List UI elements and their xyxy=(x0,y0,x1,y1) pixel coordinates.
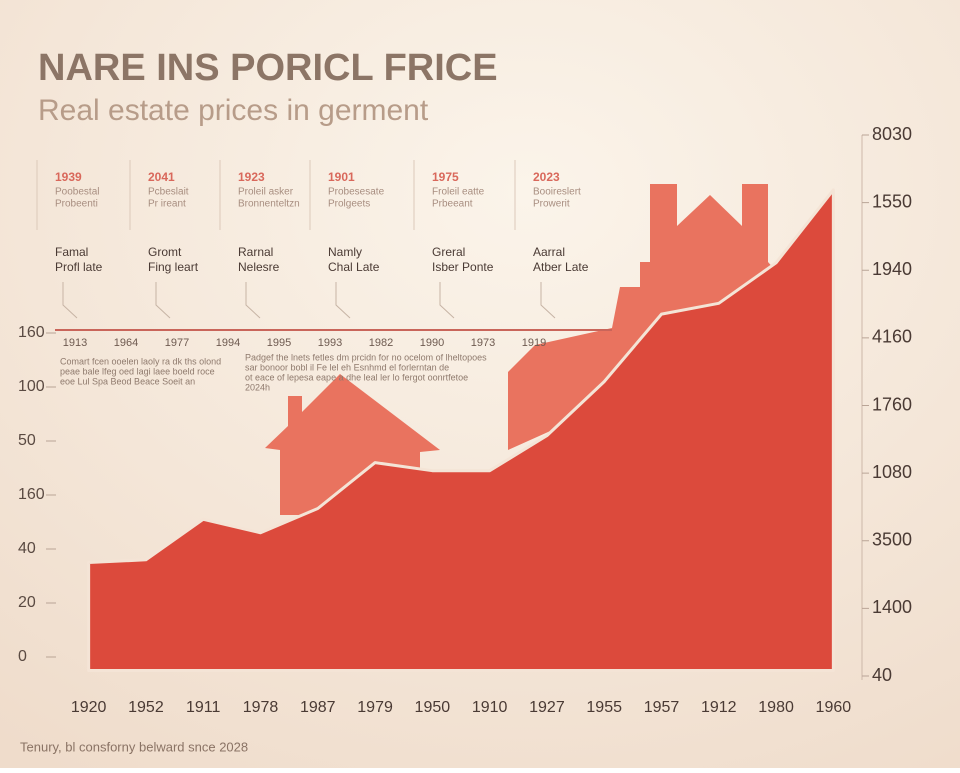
event-label: Greral xyxy=(432,245,465,259)
event-label: Chal Late xyxy=(328,260,380,274)
x-tick-label: 1952 xyxy=(128,699,164,716)
event-note: Pcbeslait xyxy=(148,187,189,198)
event-connector xyxy=(540,282,556,319)
event-note: Prbeeant xyxy=(432,199,473,210)
y2-tick-label: 1550 xyxy=(872,191,912,211)
timeline-tick-label: 1913 xyxy=(63,337,87,349)
note-text: 2024h xyxy=(245,382,270,392)
event-note: Pr ireant xyxy=(148,199,186,210)
y2-tick-label: 3500 xyxy=(872,530,912,550)
chart-title: NARE INS PORICL FRICE xyxy=(38,47,498,89)
event-year: 2023 xyxy=(533,170,560,184)
x-tick-label: 1910 xyxy=(472,699,508,716)
timeline-tick-label: 1993 xyxy=(318,337,342,349)
note-text: Comart fcen ooelen laoly ra dk ths olond xyxy=(60,356,221,366)
event-label: Famal xyxy=(55,245,88,259)
y-tick-label: 40 xyxy=(18,540,36,557)
y2-tick-label: 8030 xyxy=(872,124,912,144)
note-text: sar bonoor bobl il Fe lel eh Esnhmd el f… xyxy=(245,362,449,372)
note-text: Padgef the lnets fetles dm prcidn for no… xyxy=(245,352,487,362)
x-tick-label: 1957 xyxy=(644,699,680,716)
y2-tick-label: 1940 xyxy=(872,259,912,279)
event-note: Prowerit xyxy=(533,199,570,210)
y-tick-label: 20 xyxy=(18,594,36,611)
event-connector xyxy=(439,282,455,319)
event-label: Nelesre xyxy=(238,260,280,274)
event-note: Probeenti xyxy=(55,199,98,210)
y-tick-label: 100 xyxy=(18,378,45,395)
event-label: Atber Late xyxy=(533,260,589,274)
event-note: Probesesate xyxy=(328,187,385,198)
event-note: Prolgeets xyxy=(328,199,370,210)
event-label: Namly xyxy=(328,245,362,259)
event-note: Proleil asker xyxy=(238,187,294,198)
event-label: Gromt xyxy=(148,245,182,259)
event-note: Froleil eatte xyxy=(432,187,485,198)
event-label: Isber Ponte xyxy=(432,260,494,274)
y2-tick-label: 1400 xyxy=(872,597,912,617)
note-text: peae bale lfeg oed lagi laee boeld roce xyxy=(60,366,215,376)
chart-subtitle: Real estate prices in germent xyxy=(38,94,429,127)
y-tick-label: 50 xyxy=(18,432,36,449)
event-label: Profl late xyxy=(55,260,103,274)
note-text: ot eace of lepesa eape a dhe leal ler lo… xyxy=(245,372,468,382)
event-connector xyxy=(335,282,351,319)
timeline-tick-label: 1977 xyxy=(165,337,189,349)
event-note: Bronnenteltzn xyxy=(238,199,300,210)
timeline-tick-label: 1995 xyxy=(267,337,291,349)
x-tick-label: 1979 xyxy=(357,699,393,716)
x-tick-label: 1920 xyxy=(71,699,107,716)
x-tick-label: 1912 xyxy=(701,699,737,716)
event-note: Poobestal xyxy=(55,187,99,198)
event-note: Booireslert xyxy=(533,187,581,198)
x-tick-label: 1927 xyxy=(529,699,565,716)
timeline-tick-label: 1982 xyxy=(369,337,393,349)
timeline-tick-label: 1990 xyxy=(420,337,444,349)
y2-tick-label: 1760 xyxy=(872,394,912,414)
y-tick-label: 0 xyxy=(18,648,27,665)
timeline-tick-label: 1964 xyxy=(114,337,138,349)
note-text: eoe Lul Spa Beod Beace Soeit an xyxy=(60,376,195,386)
event-label: Aarral xyxy=(533,245,565,259)
event-year: 1939 xyxy=(55,170,82,184)
event-year: 1923 xyxy=(238,170,265,184)
x-tick-label: 1960 xyxy=(816,699,852,716)
y-tick-label: 160 xyxy=(18,486,45,503)
x-tick-label: 1987 xyxy=(300,699,336,716)
y2-tick-label: 4160 xyxy=(872,327,912,347)
x-tick-label: 1950 xyxy=(415,699,451,716)
event-connector xyxy=(155,282,171,319)
x-tick-label: 1978 xyxy=(243,699,279,716)
x-tick-label: 1955 xyxy=(586,699,622,716)
event-label: Fing leart xyxy=(148,260,199,274)
y2-tick-label: 1080 xyxy=(872,462,912,482)
event-year: 1975 xyxy=(432,170,459,184)
y-tick-label: 160 xyxy=(18,324,45,341)
event-connector xyxy=(245,282,261,319)
footer: Tenury, bl consforny belward snce 2028 xyxy=(20,739,248,754)
event-year: 2041 xyxy=(148,170,175,184)
area-fill xyxy=(87,188,835,672)
x-tick-label: 1980 xyxy=(758,699,794,716)
x-tick-label: 1911 xyxy=(186,699,221,716)
timeline-tick-label: 1919 xyxy=(522,337,546,349)
event-connector xyxy=(62,282,78,319)
event-year: 1901 xyxy=(328,170,355,184)
y2-tick-label: 40 xyxy=(872,665,892,685)
event-label: Rarnal xyxy=(238,245,273,259)
timeline-tick-label: 1973 xyxy=(471,337,495,349)
timeline-tick-label: 1994 xyxy=(216,337,240,349)
